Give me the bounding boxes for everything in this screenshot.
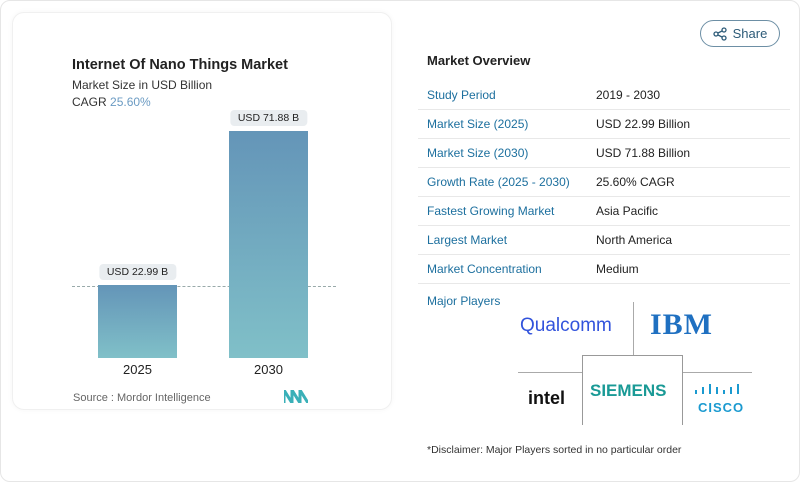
row-value: USD 71.88 Billion — [596, 146, 691, 160]
major-players-label: Major Players — [427, 294, 501, 308]
row-label: Market Size (2025) — [427, 117, 529, 131]
row-label: Market Concentration — [427, 262, 542, 276]
row-value: 2019 - 2030 — [596, 88, 661, 102]
x-tick-label: 2030 — [254, 362, 283, 377]
row-label: Market Size (2030) — [427, 146, 529, 160]
intel-logo: intel — [528, 388, 566, 408]
highlight-box — [582, 355, 683, 425]
overview-row: Fastest Growing Market Asia Pacific — [418, 197, 790, 226]
cagr-label: CAGR — [72, 95, 107, 109]
share-button[interactable]: Share — [700, 20, 780, 47]
chart-title: Internet Of Nano Things Market — [72, 57, 288, 73]
cisco-logo: CISCO — [698, 400, 745, 415]
row-label: Study Period — [427, 88, 496, 102]
overview-title: Market Overview — [427, 53, 531, 68]
row-value: Asia Pacific — [596, 204, 659, 218]
data-label: USD 71.88 B — [229, 110, 308, 126]
share-label: Share — [732, 26, 768, 41]
cisco-bars-icon — [695, 384, 739, 394]
row-label: Growth Rate (2025 - 2030) — [427, 175, 570, 189]
row-label: Largest Market — [427, 233, 508, 247]
qualcomm-logo: Qualcomm — [520, 315, 612, 336]
share-icon — [712, 26, 727, 41]
chart-card — [12, 12, 392, 410]
data-label: USD 22.99 B — [98, 264, 177, 281]
mordor-logo-icon — [284, 390, 308, 403]
ibm-logo: IBM — [650, 308, 713, 341]
overview-row: Market Concentration Medium — [418, 255, 790, 284]
x-tick-label: 2025 — [123, 362, 152, 377]
bar-2025 — [98, 285, 177, 358]
overview-row: Largest Market North America — [418, 226, 790, 255]
bar-2030 — [229, 131, 308, 358]
chart-subtitle: Market Size in USD Billion — [72, 78, 213, 92]
row-value: USD 22.99 Billion — [596, 117, 691, 131]
disclaimer: *Disclaimer: Major Players sorted in no … — [427, 444, 682, 456]
overview-row: Growth Rate (2025 - 2030) 25.60% CAGR — [418, 168, 790, 197]
row-value: 25.60% CAGR — [596, 175, 675, 189]
row-value: Medium — [596, 262, 639, 276]
cagr-value: 25.60% — [110, 95, 151, 109]
row-label: Fastest Growing Market — [427, 204, 555, 218]
divider — [633, 302, 634, 355]
row-value: North America — [596, 233, 673, 247]
siemens-logo: SIEMENS — [590, 381, 667, 400]
chart-source: Source : Mordor Intelligence — [73, 392, 211, 404]
chart-cagr: CAGR 25.60% — [72, 95, 151, 109]
overview-row: Study Period 2019 - 2030 — [418, 81, 790, 110]
overview-row: Market Size (2030) USD 71.88 Billion — [418, 139, 790, 168]
overview-row: Market Size (2025) USD 22.99 Billion — [418, 110, 790, 139]
reference-dashed-line — [72, 286, 336, 287]
